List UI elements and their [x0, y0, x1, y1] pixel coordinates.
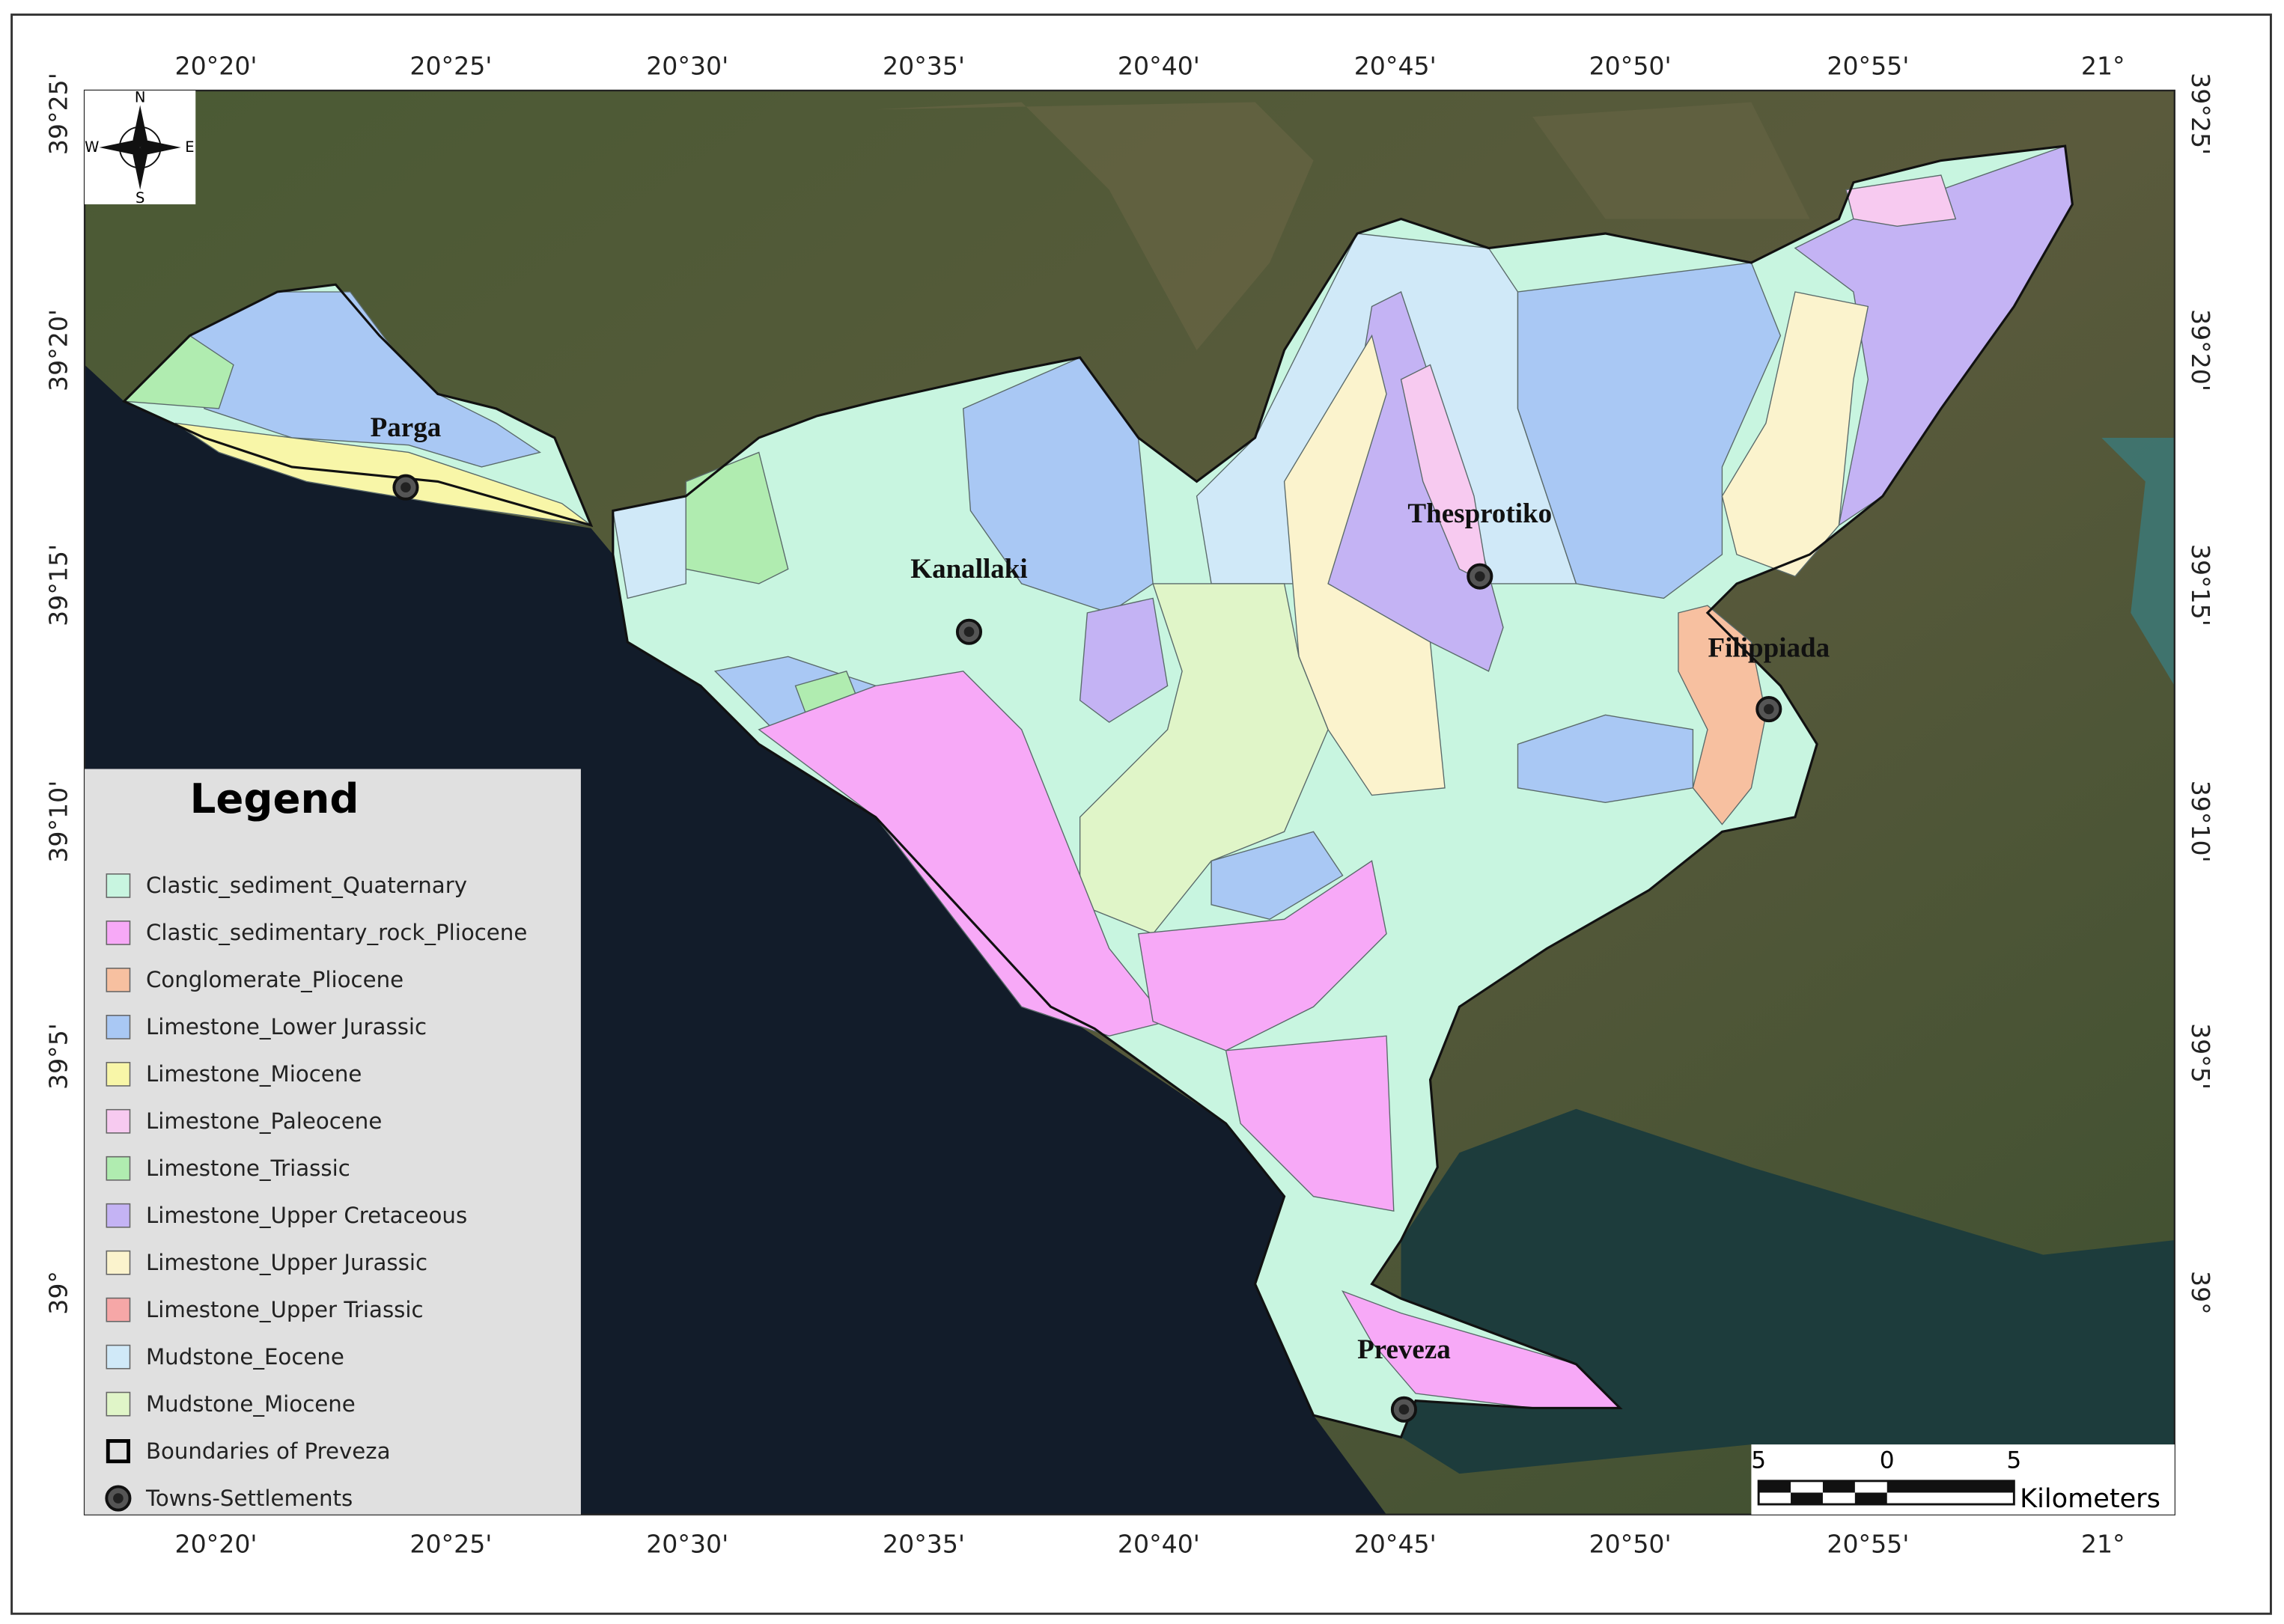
- compass-e: E: [185, 138, 194, 156]
- longitude-label: 20°55': [1827, 52, 1909, 81]
- latitude-label: 39°10': [2186, 781, 2215, 863]
- legend-swatch: [106, 921, 131, 945]
- legend-swatch: [113, 1493, 124, 1504]
- legend-label: Limestone_Upper Cretaceous: [146, 1203, 467, 1228]
- longitude-label: 21°: [2081, 1529, 2125, 1558]
- longitude-label: 20°20': [175, 1529, 258, 1558]
- latitude-label: 39°15': [2186, 544, 2215, 626]
- longitude-label: 20°55': [1827, 1529, 1909, 1558]
- latitude-label: 39°20': [2186, 309, 2215, 391]
- legend-swatch: [106, 1014, 131, 1040]
- legend-swatch: [106, 1344, 131, 1370]
- longitude-label: 20°40': [1118, 52, 1200, 81]
- longitude-label: 20°25': [409, 52, 492, 81]
- scale-label: 5: [1751, 1447, 1766, 1474]
- longitude-label: 20°35': [883, 1529, 965, 1558]
- compass-w: W: [85, 138, 99, 156]
- legend-label: Limestone_Miocene: [146, 1061, 362, 1087]
- geology-unit: [189, 291, 541, 468]
- latitude-label: 39°5': [44, 1023, 73, 1090]
- legend-swatch: [106, 1156, 131, 1181]
- geology-unit: [1517, 262, 1782, 599]
- town-marker-core: [1763, 703, 1774, 715]
- longitude-label: 20°20': [175, 52, 258, 81]
- geology-unit: [758, 671, 1169, 1037]
- compass-s: S: [135, 189, 144, 207]
- scale-bar: 5 0 5 Kilometers: [1751, 1444, 2175, 1515]
- geology-unit: [1079, 583, 1329, 935]
- legend-label: Conglomerate_Pliocene: [146, 967, 403, 992]
- legend-label: Boundaries of Preveza: [146, 1438, 391, 1464]
- longitude-label: 20°25': [409, 1529, 492, 1558]
- geology-unit: [1210, 831, 1344, 921]
- town-label: Thesprotiko: [1407, 498, 1552, 529]
- legend-swatch: [106, 1439, 130, 1464]
- longitude-label: 20°50': [1589, 52, 1672, 81]
- compass-n: N: [135, 89, 146, 106]
- town-label: Parga: [371, 412, 442, 443]
- legend-label: Clastic_sediment_Quaternary: [146, 873, 467, 898]
- legend-swatch: [106, 1203, 131, 1228]
- town-marker-core: [401, 482, 411, 493]
- legend-swatch: [106, 873, 131, 898]
- legend-label: Towns-Settlements: [145, 1486, 353, 1511]
- latitude-label: 39°5': [2186, 1023, 2215, 1090]
- longitude-label: 20°40': [1118, 1529, 1200, 1558]
- town-marker-core: [1474, 571, 1485, 581]
- legend-label: Mudstone_Miocene: [146, 1391, 356, 1417]
- latitude-label: 39°: [2186, 1271, 2215, 1315]
- geology-unit: [685, 451, 789, 584]
- legend-swatch: [106, 1297, 131, 1322]
- scale-unit: Kilometers: [2020, 1483, 2160, 1514]
- latitude-label: 39°10': [44, 781, 73, 863]
- legend-label: Limestone_Upper Triassic: [146, 1297, 424, 1322]
- longitude-label: 21°: [2081, 52, 2125, 81]
- longitude-label: 20°30': [646, 52, 728, 81]
- legend-label: Limestone_Paleocene: [146, 1108, 382, 1134]
- longitude-label: 20°45': [1354, 1529, 1437, 1558]
- legend-label: Limestone_Upper Jurassic: [146, 1250, 427, 1275]
- geology-unit: [1845, 174, 1957, 227]
- town-label: Kanallaki: [910, 554, 1027, 584]
- scale-label: 5: [2006, 1447, 2021, 1474]
- longitude-label: 20°45': [1354, 52, 1437, 81]
- legend-label: Clastic_sedimentary_rock_Pliocene: [146, 920, 527, 945]
- geology-unit: [1079, 597, 1169, 723]
- geology-unit: [1721, 291, 1869, 577]
- legend-swatch: [106, 968, 131, 992]
- longitude-label: 20°30': [646, 1529, 728, 1558]
- legend-swatch: [106, 1061, 131, 1087]
- latitude-label: 39°25': [44, 73, 73, 155]
- town-label: Preveza: [1357, 1334, 1451, 1365]
- latitude-label: 39°25': [2186, 73, 2215, 155]
- latitude-label: 39°15': [44, 544, 73, 626]
- town-marker-core: [1398, 1404, 1410, 1415]
- legend-swatch: [106, 1250, 131, 1275]
- latitude-label: 39°: [44, 1271, 73, 1315]
- town-label: Filippiada: [1708, 632, 1830, 663]
- geology: [123, 145, 2074, 1438]
- geology-unit: [1678, 605, 1767, 825]
- legend: Legend Clastic_sediment_Quaternary Clasti…: [85, 769, 581, 1515]
- legend-swatch: [106, 1108, 131, 1134]
- latitude-label: 39°20': [44, 309, 73, 391]
- legend-label: Limestone_Lower Jurassic: [146, 1014, 427, 1040]
- longitude-label: 20°50': [1589, 1529, 1672, 1558]
- legend-label: Mudstone_Eocene: [146, 1344, 344, 1370]
- geology-unit: [1225, 1035, 1395, 1212]
- legend-title: Legend: [190, 775, 359, 822]
- longitude-label: 20°35': [883, 52, 965, 81]
- town-marker-core: [963, 626, 975, 638]
- geology-unit: [1137, 860, 1387, 1051]
- boundary: [122, 144, 2074, 1439]
- legend-label: Limestone_Triassic: [146, 1156, 350, 1181]
- legend-swatch: [106, 1391, 131, 1417]
- scale-label: 0: [1880, 1447, 1895, 1474]
- compass: N S E W: [85, 89, 196, 207]
